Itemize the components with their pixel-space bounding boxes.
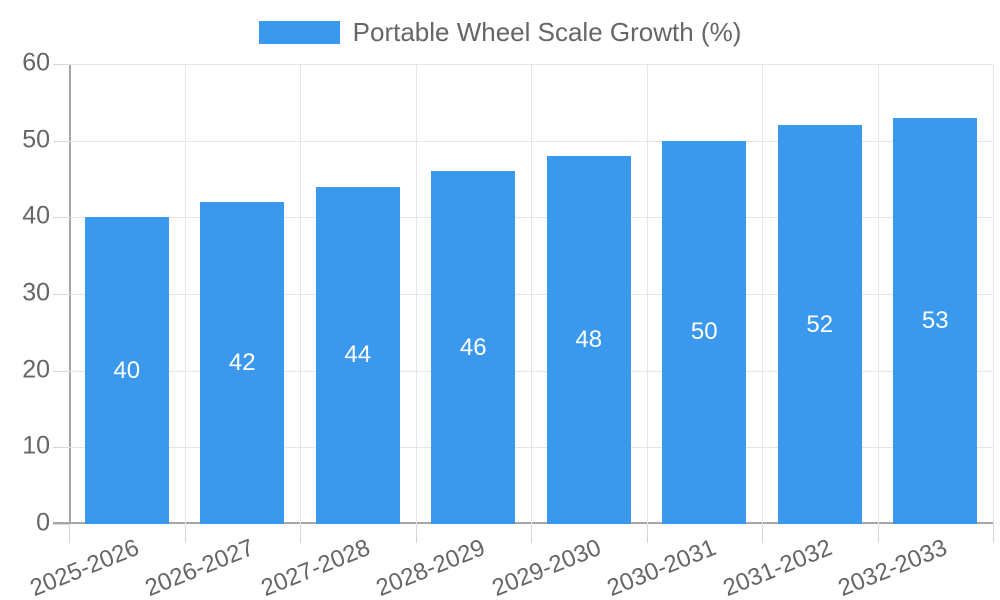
v-gridline bbox=[993, 64, 994, 524]
x-tick-mark bbox=[69, 524, 70, 543]
x-tick-mark bbox=[184, 524, 186, 543]
v-gridline bbox=[184, 64, 186, 524]
v-gridline bbox=[415, 64, 417, 524]
y-tick-label: 20 bbox=[22, 354, 50, 383]
x-tick-label: 2027-2028 bbox=[257, 534, 374, 600]
x-tick-mark bbox=[993, 524, 994, 543]
y-tick-label: 0 bbox=[36, 508, 50, 537]
x-tick-mark bbox=[877, 524, 879, 543]
x-tick-label: 2029-2030 bbox=[488, 534, 605, 600]
bar-value-label: 50 bbox=[690, 318, 718, 346]
bar-value-label: 48 bbox=[575, 326, 603, 353]
bar-2029-2030[interactable]: 48 bbox=[546, 156, 631, 524]
y-tick-mark bbox=[53, 447, 69, 449]
legend-label: Portable Wheel Scale Growth (%) bbox=[352, 16, 742, 47]
y-tick-label: 50 bbox=[22, 124, 50, 153]
bar-value-label: 40 bbox=[113, 356, 141, 384]
v-gridline bbox=[877, 64, 879, 524]
x-tick-mark bbox=[646, 524, 648, 543]
bar-2032-2033[interactable]: 53 bbox=[893, 117, 978, 524]
x-tick-label: 2028-2029 bbox=[372, 534, 490, 600]
bar-2027-2028[interactable]: 44 bbox=[315, 186, 400, 524]
y-tick-label: 30 bbox=[22, 278, 50, 307]
bar-value-label: 42 bbox=[228, 349, 256, 376]
bar-value-label: 53 bbox=[921, 306, 949, 334]
y-tick-label: 10 bbox=[22, 431, 50, 460]
v-gridline bbox=[646, 64, 648, 524]
x-tick-mark bbox=[762, 524, 763, 543]
y-tick-mark bbox=[53, 524, 69, 525]
x-tick-label: 2025-2026 bbox=[26, 534, 143, 600]
x-tick-mark bbox=[300, 524, 301, 543]
v-gridline bbox=[762, 64, 763, 524]
legend[interactable]: Portable Wheel Scale Growth (%) bbox=[0, 16, 1000, 48]
x-tick-mark bbox=[531, 524, 532, 543]
bar-2030-2031[interactable]: 50 bbox=[662, 140, 747, 524]
y-tick-label: 60 bbox=[22, 48, 50, 77]
y-tick-label: 40 bbox=[22, 201, 50, 230]
x-tick-label: 2031-2032 bbox=[719, 534, 836, 600]
plot-area: 40 42 44 46 48 50 52 53 bbox=[53, 64, 994, 524]
y-tick-mark bbox=[53, 140, 69, 142]
x-axis-line bbox=[53, 522, 993, 524]
bar-2025-2026[interactable]: 40 bbox=[84, 217, 169, 524]
y-tick-mark bbox=[53, 370, 69, 372]
bar-value-label: 46 bbox=[459, 333, 487, 361]
v-gridline bbox=[300, 64, 301, 524]
v-gridline bbox=[531, 64, 532, 524]
x-tick-mark bbox=[415, 524, 417, 543]
y-tick-mark bbox=[53, 217, 69, 219]
bar-2028-2029[interactable]: 46 bbox=[431, 171, 516, 524]
x-tick-label: 2032-2033 bbox=[834, 534, 952, 600]
bar-value-label: 44 bbox=[344, 341, 372, 369]
bar-2026-2027[interactable]: 42 bbox=[200, 202, 285, 524]
y-tick-mark bbox=[53, 64, 69, 65]
x-tick-label: 2026-2027 bbox=[141, 534, 259, 600]
x-tick-label: 2030-2031 bbox=[603, 534, 721, 600]
y-tick-mark bbox=[53, 294, 69, 295]
bar-2031-2032[interactable]: 52 bbox=[777, 125, 862, 524]
bar-value-label: 52 bbox=[806, 310, 834, 338]
legend-swatch-icon bbox=[258, 20, 340, 44]
